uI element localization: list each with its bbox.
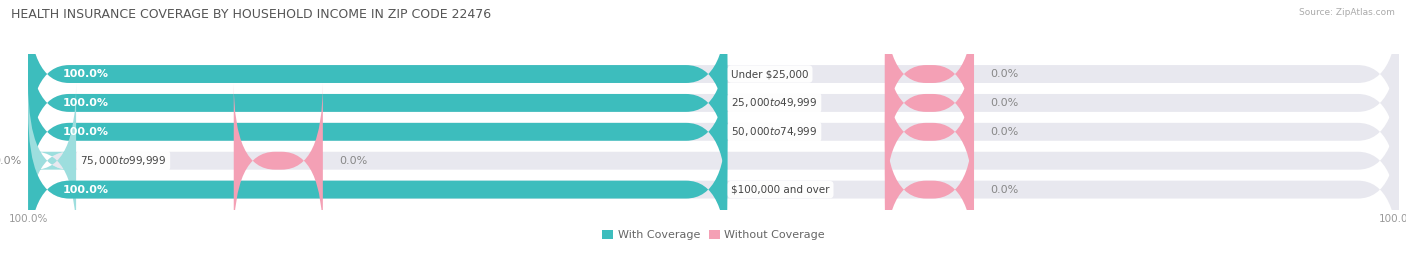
Text: $100,000 and over: $100,000 and over [731, 185, 830, 194]
Text: 100.0%: 100.0% [62, 98, 108, 108]
FancyBboxPatch shape [28, 25, 1399, 181]
FancyBboxPatch shape [28, 83, 1399, 238]
FancyBboxPatch shape [884, 112, 974, 267]
Text: 0.0%: 0.0% [990, 98, 1019, 108]
FancyBboxPatch shape [28, 0, 1399, 152]
Text: HEALTH INSURANCE COVERAGE BY HOUSEHOLD INCOME IN ZIP CODE 22476: HEALTH INSURANCE COVERAGE BY HOUSEHOLD I… [11, 8, 491, 21]
Text: 0.0%: 0.0% [990, 127, 1019, 137]
FancyBboxPatch shape [28, 25, 727, 181]
FancyBboxPatch shape [28, 0, 727, 152]
Text: 100.0%: 100.0% [62, 127, 108, 137]
Text: 100.0%: 100.0% [62, 69, 108, 79]
Text: $75,000 to $99,999: $75,000 to $99,999 [80, 154, 166, 167]
FancyBboxPatch shape [28, 54, 1399, 210]
FancyBboxPatch shape [884, 0, 974, 152]
Text: Under $25,000: Under $25,000 [731, 69, 808, 79]
FancyBboxPatch shape [28, 83, 76, 238]
FancyBboxPatch shape [28, 54, 727, 210]
Text: 0.0%: 0.0% [990, 69, 1019, 79]
Text: 0.0%: 0.0% [990, 185, 1019, 194]
Text: $50,000 to $74,999: $50,000 to $74,999 [731, 125, 818, 138]
FancyBboxPatch shape [28, 112, 1399, 267]
FancyBboxPatch shape [233, 83, 323, 238]
Text: 100.0%: 100.0% [62, 185, 108, 194]
Text: 0.0%: 0.0% [339, 156, 367, 166]
FancyBboxPatch shape [884, 25, 974, 181]
Legend: With Coverage, Without Coverage: With Coverage, Without Coverage [598, 226, 830, 245]
FancyBboxPatch shape [28, 112, 727, 267]
Text: $25,000 to $49,999: $25,000 to $49,999 [731, 96, 818, 109]
FancyBboxPatch shape [884, 54, 974, 210]
Text: Source: ZipAtlas.com: Source: ZipAtlas.com [1299, 8, 1395, 17]
Text: 0.0%: 0.0% [0, 156, 21, 166]
